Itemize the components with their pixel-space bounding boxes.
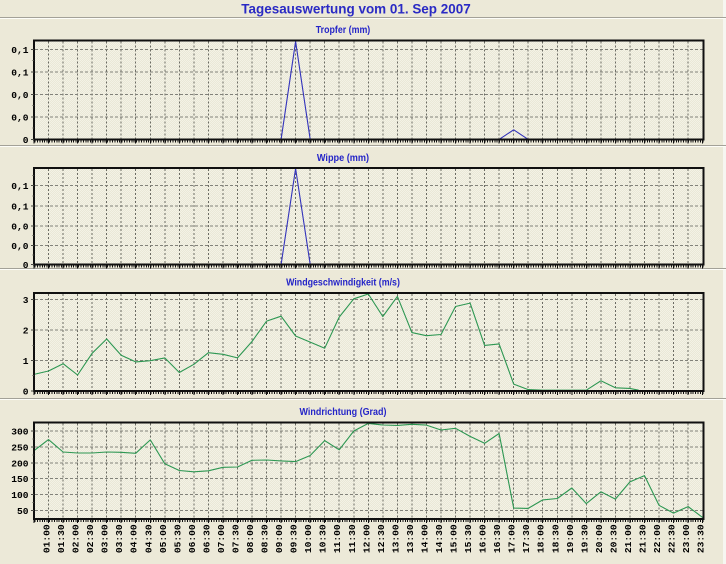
svg-text:100: 100: [11, 490, 29, 501]
svg-text:0,1: 0,1: [11, 45, 29, 56]
svg-text:250: 250: [11, 442, 29, 453]
svg-text:0,1: 0,1: [11, 201, 29, 212]
svg-text:04:00: 04:00: [129, 524, 140, 553]
svg-text:07:00: 07:00: [216, 524, 227, 553]
svg-text:01:30: 01:30: [56, 524, 67, 553]
svg-text:16:30: 16:30: [492, 524, 503, 553]
svg-text:0: 0: [23, 135, 29, 146]
svg-text:18:30: 18:30: [550, 524, 561, 553]
svg-text:200: 200: [11, 458, 29, 469]
svg-text:0: 0: [23, 386, 29, 397]
svg-text:20:30: 20:30: [608, 524, 619, 553]
svg-text:11:00: 11:00: [332, 524, 343, 553]
svg-text:09:00: 09:00: [274, 524, 285, 553]
svg-text:23:00: 23:00: [681, 524, 692, 553]
svg-text:15:00: 15:00: [449, 524, 460, 553]
svg-text:09:30: 09:30: [289, 524, 300, 553]
svg-text:14:00: 14:00: [419, 524, 430, 553]
svg-text:05:30: 05:30: [172, 524, 183, 553]
svg-text:05:00: 05:00: [158, 524, 169, 553]
svg-text:22:30: 22:30: [667, 524, 678, 553]
svg-text:06:00: 06:00: [187, 524, 198, 553]
svg-text:0,0: 0,0: [11, 221, 29, 232]
svg-text:21:30: 21:30: [638, 524, 649, 553]
svg-text:Tropfer (mm): Tropfer (mm): [316, 25, 371, 36]
svg-text:0,0: 0,0: [11, 90, 29, 101]
svg-text:20:00: 20:00: [594, 524, 605, 553]
svg-text:17:30: 17:30: [521, 524, 532, 553]
svg-text:07:30: 07:30: [231, 524, 242, 553]
svg-text:02:30: 02:30: [85, 524, 96, 553]
svg-text:01:00: 01:00: [42, 524, 53, 553]
svg-text:10:30: 10:30: [318, 524, 329, 553]
svg-text:12:30: 12:30: [376, 524, 387, 553]
svg-text:19:00: 19:00: [565, 524, 576, 553]
svg-text:13:00: 13:00: [390, 524, 401, 553]
svg-text:22:00: 22:00: [652, 524, 663, 553]
svg-text:04:30: 04:30: [143, 524, 154, 553]
svg-text:0,0: 0,0: [11, 241, 29, 252]
svg-text:21:00: 21:00: [623, 524, 634, 553]
svg-text:0,0: 0,0: [11, 113, 29, 124]
svg-text:Wippe (mm): Wippe (mm): [317, 153, 369, 164]
svg-text:16:00: 16:00: [478, 524, 489, 553]
svg-text:03:00: 03:00: [100, 524, 111, 553]
svg-text:11:30: 11:30: [347, 524, 358, 553]
svg-text:Windgeschwindigkeit (m/s): Windgeschwindigkeit (m/s): [286, 277, 400, 288]
svg-text:17:00: 17:00: [507, 524, 518, 553]
svg-text:Windrichtung (Grad): Windrichtung (Grad): [300, 407, 387, 418]
svg-text:150: 150: [11, 474, 29, 485]
svg-text:08:00: 08:00: [245, 524, 256, 553]
svg-text:19:30: 19:30: [579, 524, 590, 553]
svg-text:23:30: 23:30: [696, 524, 707, 553]
svg-text:0,1: 0,1: [11, 181, 29, 192]
svg-text:18:00: 18:00: [536, 524, 547, 553]
svg-text:08:30: 08:30: [260, 524, 271, 553]
svg-text:14:30: 14:30: [434, 524, 445, 553]
svg-text:2: 2: [23, 326, 29, 337]
svg-text:02:00: 02:00: [71, 524, 82, 553]
svg-text:0: 0: [23, 260, 29, 271]
svg-text:1: 1: [23, 356, 29, 367]
svg-text:3: 3: [23, 295, 29, 306]
svg-text:06:30: 06:30: [201, 524, 212, 553]
svg-text:12:00: 12:00: [361, 524, 372, 553]
svg-text:50: 50: [17, 506, 29, 517]
svg-text:300: 300: [11, 427, 29, 438]
svg-text:03:30: 03:30: [114, 524, 125, 553]
svg-text:10:00: 10:00: [303, 524, 314, 553]
svg-text:Tagesauswertung vom 01. Sep 20: Tagesauswertung vom 01. Sep 2007: [241, 1, 471, 17]
svg-text:15:30: 15:30: [463, 524, 474, 553]
svg-text:0,1: 0,1: [11, 67, 29, 78]
svg-text:13:30: 13:30: [405, 524, 416, 553]
